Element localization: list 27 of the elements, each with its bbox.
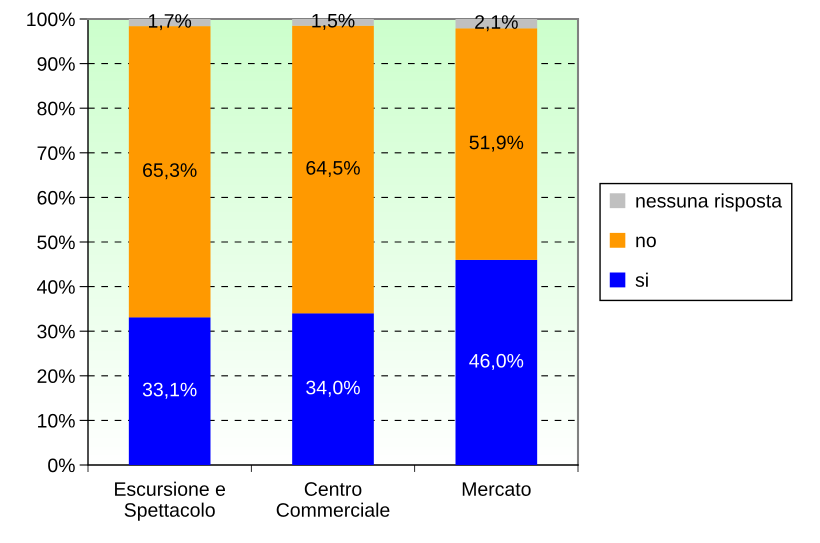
- y-tick-label: 80%: [37, 102, 75, 116]
- legend-label: si: [636, 272, 648, 287]
- y-tick-label: 90%: [37, 57, 75, 71]
- legend-label: nessuna risposta: [636, 193, 782, 212]
- data-label: 51,9%: [470, 136, 524, 152]
- legend-label: no: [636, 236, 656, 248]
- data-label: 64,5%: [306, 160, 360, 178]
- y-tick-label: 10%: [38, 414, 75, 428]
- data-label: 46,0%: [469, 354, 524, 370]
- y-tick-label: 50%: [37, 235, 75, 250]
- bar: [128, 317, 210, 465]
- y-tick-label: 20%: [38, 369, 75, 384]
- data-label: 34,0%: [306, 380, 360, 397]
- data-label: 65,3%: [143, 163, 197, 180]
- x-tick-label: Escursione e Spettacolo: [115, 482, 226, 521]
- y-tick-label: 70%: [38, 146, 75, 160]
- y-tick-label: 0%: [48, 458, 75, 472]
- x-tick-label: Mercato: [462, 482, 531, 496]
- y-tick-label: 30%: [37, 324, 75, 338]
- y-tick-label: 100%: [27, 12, 75, 26]
- x-tick-label: Centro Commerciale: [276, 482, 390, 517]
- data-label: 2,1%: [475, 15, 518, 32]
- y-tick-label: 60%: [38, 190, 75, 205]
- bar: [456, 260, 538, 465]
- bar: [292, 313, 374, 465]
- y-tick-label: 40%: [37, 280, 75, 294]
- data-label: 33,1%: [142, 382, 197, 399]
